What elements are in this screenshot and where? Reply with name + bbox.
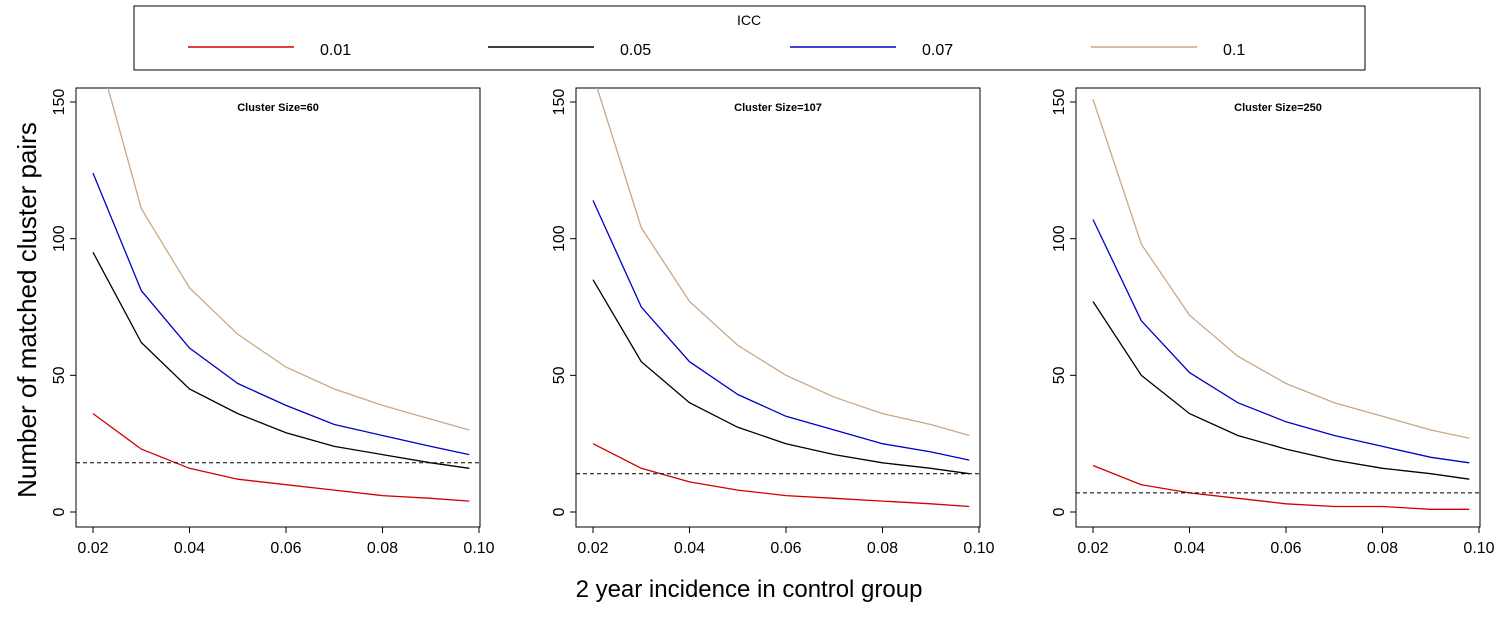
x-tick-label: 0.02 [577, 540, 608, 557]
panel-1: Cluster Size=60 0 50 100 150 0.02 0.04 0.06 0.08… [51, 87, 495, 557]
y-tick-label: 0 [551, 507, 568, 516]
series-line-icc-0.01 [92, 413, 470, 502]
legend-label-0.01: 0.01 [320, 42, 351, 59]
series-line-icc-0.07 [92, 172, 470, 456]
x-tick-label: 0.08 [367, 540, 398, 557]
y-axis-label: Number of matched cluster pairs [12, 122, 42, 498]
panel-title: Cluster Size=250 [1234, 102, 1322, 114]
x-tick-label: 0.04 [674, 540, 705, 557]
x-tick-label: 0.02 [1077, 540, 1108, 557]
x-tick-label: 0.06 [1270, 540, 1301, 557]
panel-frame [575, 87, 981, 528]
series-line-icc-0.07 [592, 200, 970, 461]
panel-frame [75, 87, 481, 528]
plot-area [76, 88, 480, 502]
legend-title: ICC [737, 12, 761, 28]
x-tick-label: 0.08 [867, 540, 898, 557]
panel-3: Cluster Size=250 0 50 100 150 0.02 0.04 0.06 0.0… [1051, 87, 1495, 557]
series-line-icc-0.05 [92, 251, 470, 469]
y-tick-label: 0 [1051, 507, 1068, 516]
x-tick-label: 0.08 [1367, 540, 1398, 557]
legend-entries: 0.01 0.05 0.07 0.1 [188, 42, 1245, 59]
x-tick-label: 0.10 [463, 540, 494, 557]
y-tick-label: 150 [1051, 89, 1068, 116]
legend-label-0.1: 0.1 [1223, 42, 1245, 59]
series-line-icc-0.05 [1092, 301, 1470, 480]
y-tick-label: 50 [551, 366, 568, 384]
x-tick-label: 0.10 [963, 540, 994, 557]
series-line-icc-0.1 [1092, 99, 1470, 439]
legend-label-0.07: 0.07 [922, 42, 953, 59]
plot-area [576, 88, 980, 508]
x-tick-label: 0.06 [270, 540, 301, 557]
plot-area [1076, 99, 1480, 510]
x-tick-label: 0.04 [1174, 540, 1205, 557]
y-tick-label: 150 [551, 89, 568, 116]
panel-2: Cluster Size=107 0 50 100 150 0.02 0.04 0.06 0.0… [551, 87, 995, 557]
legend-box [133, 5, 1366, 71]
y-tick-label: 100 [1051, 225, 1068, 252]
series-line-icc-0.01 [1092, 464, 1470, 510]
y-tick-label: 100 [51, 225, 68, 252]
legend: ICC 0.01 0.05 0.07 0.1 [133, 5, 1366, 71]
y-tick-label: 150 [51, 89, 68, 116]
series-line-icc-0.01 [592, 443, 970, 508]
y-tick-label: 50 [1051, 366, 1068, 384]
panel-title: Cluster Size=107 [734, 102, 822, 114]
panels: Cluster Size=60 0 50 100 150 0.02 0.04 0.06 0.08… [51, 87, 1495, 557]
series-line-icc-0.1 [596, 88, 970, 437]
panel-frame [1075, 87, 1481, 528]
series-line-icc-0.07 [1092, 219, 1470, 464]
x-tick-label: 0.10 [1463, 540, 1494, 557]
x-axis-label: 2 year incidence in control group [576, 576, 923, 603]
y-tick-label: 0 [51, 507, 68, 516]
panel-title: Cluster Size=60 [237, 102, 319, 114]
x-tick-label: 0.02 [77, 540, 108, 557]
series-line-icc-0.1 [107, 88, 470, 431]
y-tick-label: 50 [51, 366, 68, 384]
x-tick-label: 0.04 [174, 540, 205, 557]
legend-label-0.05: 0.05 [620, 42, 651, 59]
series-line-icc-0.05 [592, 279, 970, 475]
y-tick-label: 100 [551, 225, 568, 252]
x-tick-label: 0.06 [770, 540, 801, 557]
